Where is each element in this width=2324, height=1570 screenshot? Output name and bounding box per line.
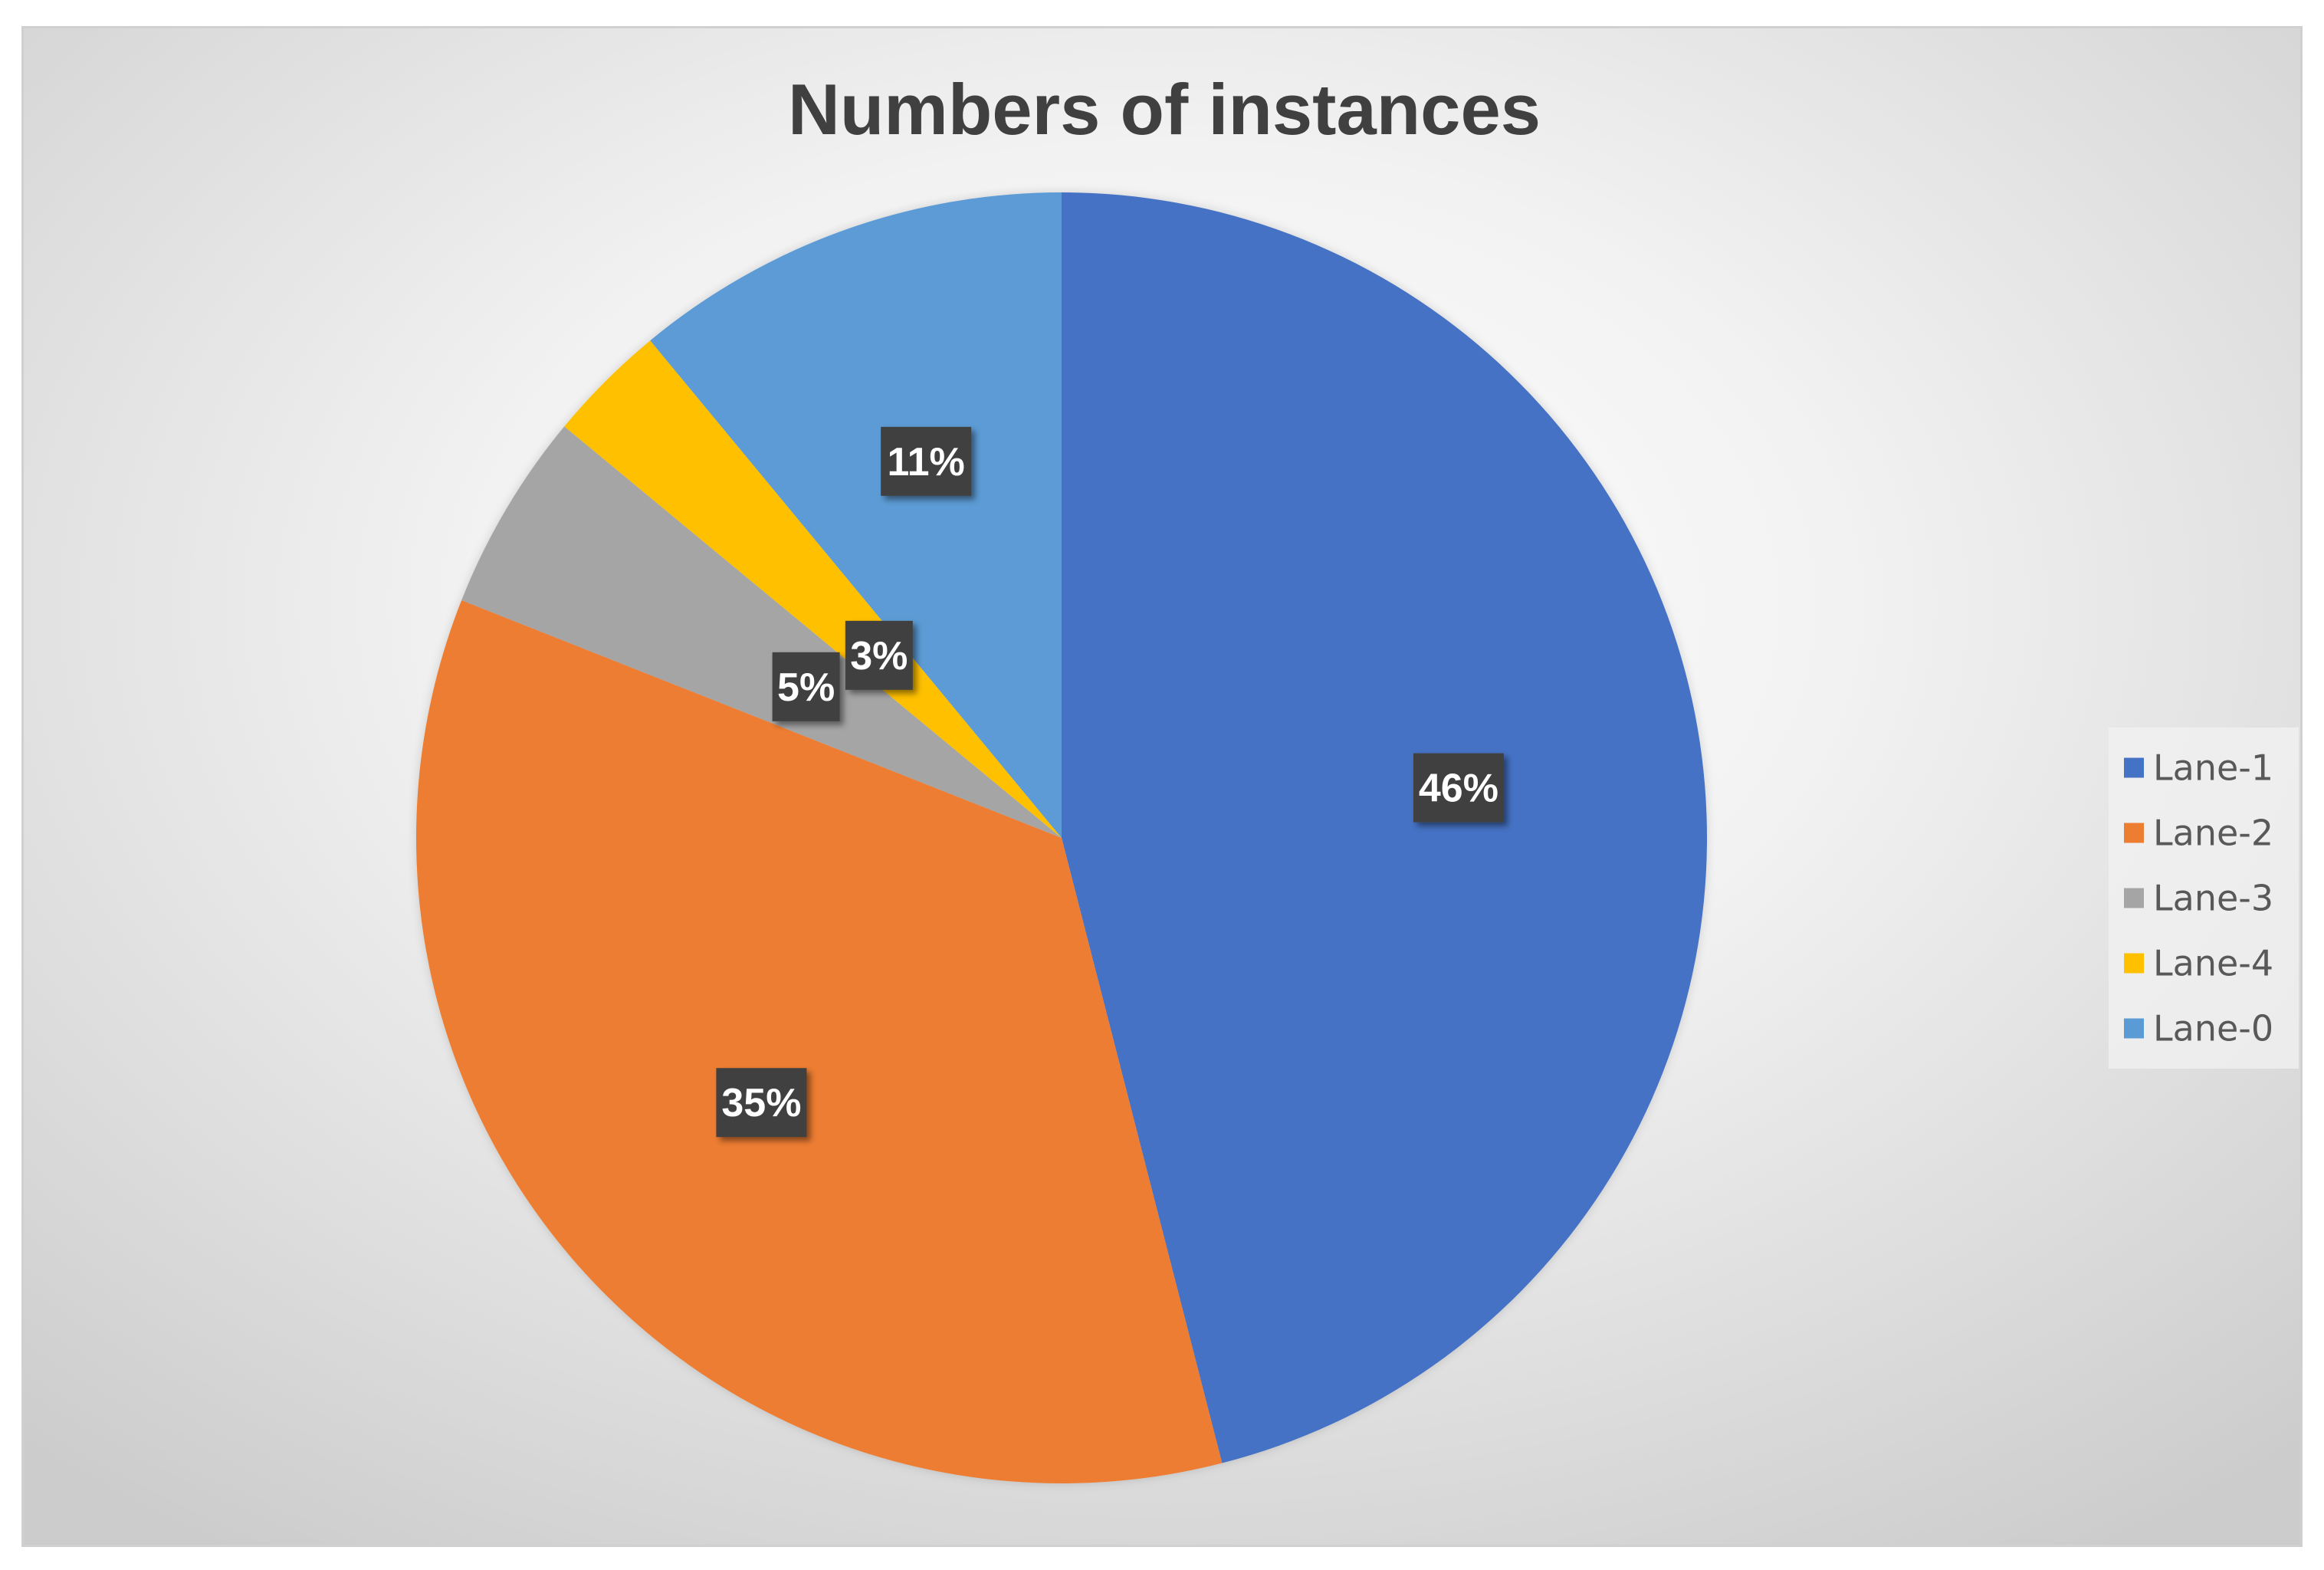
data-labels: 46% 35% 5% 3% 11% [716,426,1504,1138]
legend-item-lane-2: Lane-2 [2124,813,2273,854]
data-label-box [716,1068,807,1138]
pie-chart: Numbers of instances 46% 35% 5% 3% 11% Lane-… [416,69,2299,1484]
data-label-box [881,426,972,496]
data-label-text: 5% [777,665,835,710]
pie-slice-lane-0 [650,192,1062,838]
legend-swatch [2124,1018,2144,1039]
pie-slice-lane-2 [416,600,1223,1484]
legend-label: Lane-2 [2153,813,2273,854]
legend-item-lane-4: Lane-4 [2124,943,2273,984]
data-label-lane-1: 46% [1413,753,1504,823]
chart-area: Numbers of instances 46% 35% 5% 3% 11% Lane-… [21,26,2303,1547]
legend-label: Lane-1 [2153,747,2273,789]
data-label-text: 11% [888,440,965,484]
data-label-lane-3: 5% [772,652,840,721]
legend-item-lane-0: Lane-0 [2124,1008,2273,1049]
chart-title: Numbers of instances [788,69,1541,149]
legend-swatch [2124,888,2144,908]
legend: Lane-1 Lane-2 Lane-3 Lane-4 Lane-0 [2109,728,2299,1069]
legend-item-lane-3: Lane-3 [2124,878,2273,919]
legend-swatch [2124,757,2144,778]
data-label-text: 35% [721,1081,801,1125]
data-label-text: 46% [1419,767,1498,811]
data-label-text: 3% [850,634,908,678]
data-label-lane-2: 35% [716,1068,807,1138]
legend-label: Lane-3 [2153,878,2273,919]
data-label-lane-4: 3% [845,620,913,690]
legend-swatch [2124,823,2144,843]
legend-item-lane-1: Lane-1 [2124,747,2273,789]
data-label-lane-0: 11% [881,426,972,496]
legend-label: Lane-0 [2153,1008,2273,1049]
data-label-box [845,620,913,690]
pie-slice-lane-1 [1062,192,1707,1463]
pie-slice-lane-4 [564,340,1062,838]
legend-swatch [2124,953,2144,974]
pie-slices [416,192,1707,1484]
pie-slice-lane-3 [461,426,1062,838]
legend-label: Lane-4 [2153,943,2273,984]
data-label-box [1413,753,1504,823]
data-label-box [772,652,840,721]
